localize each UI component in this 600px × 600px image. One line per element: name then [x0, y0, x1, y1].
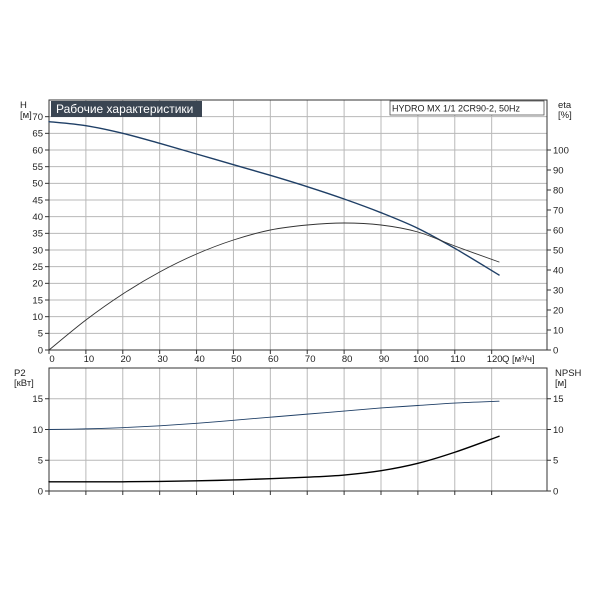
top-x-tick-label: 20 — [120, 354, 131, 365]
top-left-tick-label: 0 — [38, 345, 43, 356]
top-right-tick-label: 100 — [553, 145, 569, 156]
top-left-tick-label: 35 — [32, 229, 43, 240]
top-left-tick-label: 45 — [32, 195, 43, 206]
bottom-chart-grid — [48, 368, 547, 492]
bottom-chart-ticks: 0 5 10 15 0 5 10 15 — [32, 394, 563, 497]
top-x-tick-label: 70 — [305, 354, 316, 365]
chart-subtitle-box — [389, 100, 545, 116]
top-right-tick-label: 80 — [553, 185, 564, 196]
top-left-tick-label: 55 — [32, 162, 43, 173]
bottom-series-line-0 — [48, 400, 500, 430]
top-right-tick-label: 20 — [553, 305, 564, 316]
chart-title: Рабочие характеристики — [56, 102, 193, 116]
bottom-left-tick-label: 0 — [38, 486, 43, 497]
bottom-right-tick-label: 5 — [553, 456, 558, 467]
top-series-line-1 — [48, 222, 500, 351]
top-x-tick-label: 50 — [231, 354, 242, 365]
top-left-tick-label: 50 — [32, 179, 43, 190]
top-left-tick-label: 70 — [32, 112, 43, 123]
top-left-tick-label: 60 — [32, 145, 43, 156]
top-left-tick-label: 40 — [32, 212, 43, 223]
top-left-tick-label: 10 — [32, 312, 43, 323]
bottom-right-tick-label: 10 — [553, 425, 564, 436]
top-right-tick-label: 10 — [553, 325, 564, 336]
bottom-series-line-1 — [48, 435, 500, 483]
top-right-tick-label: 50 — [553, 245, 564, 256]
top-x-tick-label: 120 — [487, 354, 503, 365]
top-x-tick-label: 60 — [268, 354, 279, 365]
top-right-tick-label: 40 — [553, 265, 564, 276]
top-chart-frame — [48, 99, 548, 351]
top-right-tick-label: 70 — [553, 205, 564, 216]
top-x-tick-label: 40 — [194, 354, 205, 365]
bottom-chart-series — [48, 400, 500, 483]
bottom-left-tick-label: 15 — [32, 394, 43, 405]
bottom-left-axis-label: P2 [кВт] — [14, 368, 34, 389]
bottom-right-tick-label: 0 — [553, 486, 558, 497]
top-right-tick-label: 60 — [553, 225, 564, 236]
chart-title-box — [51, 101, 202, 117]
bottom-left-tick-label: 5 — [38, 456, 43, 467]
top-chart-ticks: 0 5 10 15 20 25 30 35 40 45 50 55 60 65 70 0 10 20 30 40 50 6… — [32, 112, 568, 365]
top-x-tick-label: 110 — [450, 354, 465, 365]
top-x-tick-label: 80 — [342, 354, 353, 365]
top-left-tick-label: 25 — [32, 262, 43, 273]
top-x-tick-label: 30 — [157, 354, 168, 365]
bottom-right-axis-label: NPSH [м] — [555, 368, 582, 389]
top-left-tick-label: 30 — [32, 245, 43, 256]
top-x-tick-label: 0 — [49, 354, 54, 365]
top-left-tick-label: 20 — [32, 279, 43, 290]
top-left-tick-label: 65 — [32, 129, 43, 140]
top-right-tick-label: 90 — [553, 165, 564, 176]
top-chart-series — [48, 120, 500, 351]
top-left-tick-label: 5 — [38, 329, 43, 340]
top-x-tick-label: 10 — [84, 354, 95, 365]
top-series-line-0 — [48, 120, 500, 276]
bottom-left-tick-label: 10 — [32, 425, 43, 436]
x-axis-label: Q [м³/ч] — [502, 354, 535, 365]
bottom-right-tick-label: 15 — [553, 394, 564, 405]
top-right-axis-label: eta [%] — [558, 100, 572, 121]
top-x-tick-label: 100 — [413, 354, 429, 365]
top-chart-grid — [48, 100, 547, 351]
top-right-tick-label: 0 — [553, 345, 558, 356]
top-left-tick-label: 15 — [32, 295, 43, 306]
chart-subtitle: HYDRO MX 1/1 2CR90-2, 50Hz — [392, 104, 521, 114]
top-right-tick-label: 30 — [553, 285, 564, 296]
top-left-axis-label: H [м] — [20, 100, 32, 121]
top-x-tick-label: 90 — [379, 354, 390, 365]
